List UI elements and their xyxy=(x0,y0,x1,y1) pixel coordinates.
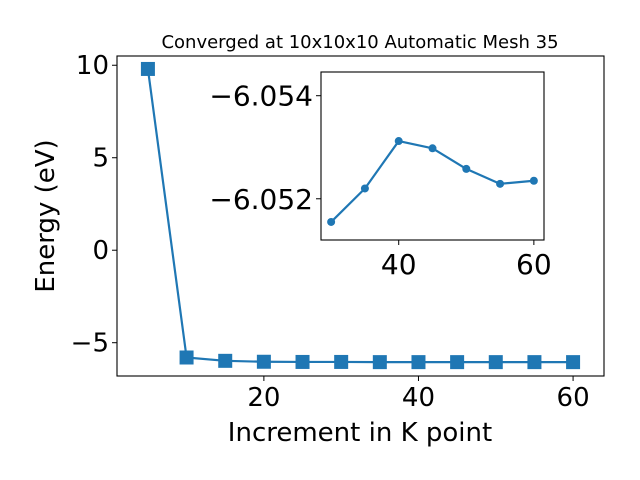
inset-point xyxy=(462,164,471,173)
main-point xyxy=(566,355,581,370)
main-y-tick-label: 5 xyxy=(92,144,109,174)
inset-point xyxy=(496,179,505,188)
inset-point xyxy=(327,217,336,226)
inset-background xyxy=(321,72,544,240)
main-point xyxy=(527,355,542,370)
y-axis-label: Energy (eV) xyxy=(31,139,61,292)
chart-title: Converged at 10x10x10 Automatic Mesh 35 xyxy=(161,32,558,53)
x-axis-label: Increment in K point xyxy=(228,418,492,448)
inset-plot: 40 60 −6.054 −6.052 xyxy=(209,71,552,281)
main-point xyxy=(179,350,194,365)
main-point xyxy=(450,355,465,370)
inset-point xyxy=(360,184,369,193)
main-y-tick-label: 10 xyxy=(76,51,109,81)
main-frame xyxy=(116,55,605,377)
inset-point xyxy=(394,137,403,146)
main-x-tick-label: 60 xyxy=(557,383,590,413)
main-x-tick-label: 40 xyxy=(402,383,435,413)
inset-point xyxy=(428,144,437,153)
inset-point xyxy=(529,176,538,185)
main-point xyxy=(334,354,349,369)
main-point xyxy=(140,61,155,76)
main-y-tick-label: −5 xyxy=(71,329,109,359)
inset-frame xyxy=(320,71,545,241)
main-y-tick-label: 0 xyxy=(92,236,109,266)
inset-y-tick-label: −6.052 xyxy=(209,183,313,216)
main-x-tick-label: 20 xyxy=(247,383,280,413)
main-point xyxy=(411,355,426,370)
main-point xyxy=(218,353,233,368)
inset-x-tick-label: 40 xyxy=(381,248,417,281)
main-point xyxy=(372,355,387,370)
main-point xyxy=(295,354,310,369)
main-plot: 20 40 60 10 5 0 −5 xyxy=(71,51,605,413)
inset-x-tick-label: 60 xyxy=(516,248,552,281)
main-point xyxy=(256,354,271,369)
inset-y-tick-label: −6.054 xyxy=(209,80,313,113)
main-point xyxy=(488,355,503,370)
